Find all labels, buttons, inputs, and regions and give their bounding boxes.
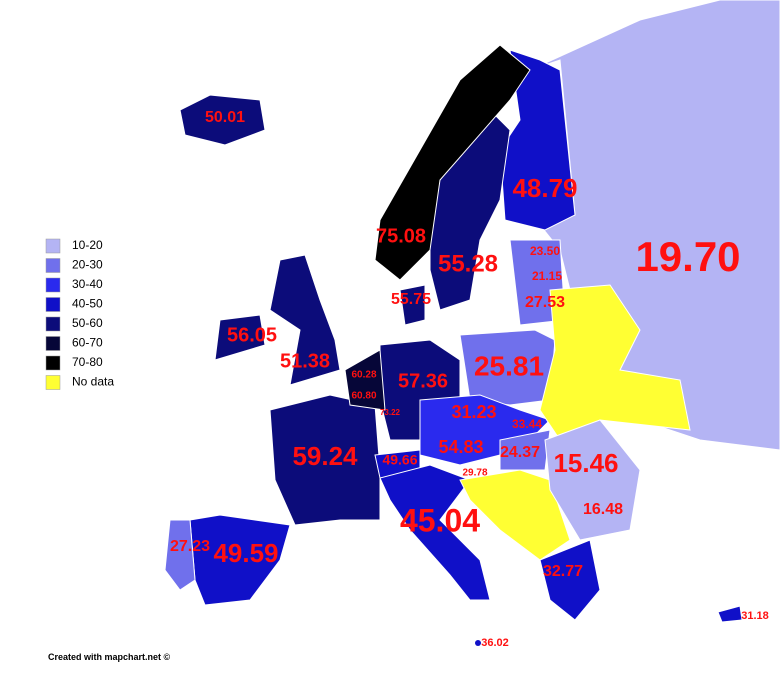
legend-swatch <box>45 355 61 371</box>
value-label: 59.24 <box>292 441 358 471</box>
credit: Created with mapchart.net © <box>48 652 171 662</box>
portugal <box>164 519 196 591</box>
belarus-ukraine <box>539 284 691 441</box>
value-label: 49.59 <box>213 538 278 568</box>
value-label: 32.77 <box>543 563 583 580</box>
legend-swatch <box>45 238 61 254</box>
value-label: 24.37 <box>500 444 540 461</box>
iceland <box>179 94 266 146</box>
value-label: 60.28 <box>351 370 376 381</box>
value-label: 19.70 <box>635 233 740 280</box>
countries <box>164 0 780 646</box>
legend-swatch <box>45 258 61 273</box>
value-label: 73.22 <box>380 408 401 417</box>
italy <box>379 464 491 601</box>
value-label: 23.50 <box>530 244 560 258</box>
value-label: 55.75 <box>391 291 431 308</box>
hungary <box>499 429 551 471</box>
finland <box>499 49 576 231</box>
legend-label: No data <box>72 375 114 389</box>
legend-label: 50-60 <box>72 316 103 330</box>
france <box>269 394 381 526</box>
legend-label: 70-80 <box>72 355 103 369</box>
benelux <box>344 349 386 411</box>
value-label: 27.53 <box>525 294 565 311</box>
value-label: 27.23 <box>170 538 210 555</box>
greece <box>539 539 601 621</box>
value-label: 49.66 <box>382 452 417 468</box>
value-label: 31.23 <box>451 402 496 422</box>
legend-label: 30-40 <box>72 277 103 291</box>
value-label: 16.48 <box>583 501 623 518</box>
value-labels: 50.01 48.79 75.08 55.28 19.70 23.50 21.15 27.53… <box>170 109 769 649</box>
value-label: 33.44 <box>512 417 542 431</box>
norway <box>374 44 531 281</box>
denmark <box>399 284 426 326</box>
spain <box>189 514 291 606</box>
value-label: 15.46 <box>553 448 618 478</box>
legend: 10-20 20-30 30-40 40-50 50-60 60-70 70-80 No da… <box>45 238 114 390</box>
legend-swatch <box>45 336 61 351</box>
legend-swatch <box>45 277 61 293</box>
value-label: 48.79 <box>512 173 577 203</box>
value-label: 50.01 <box>205 109 245 126</box>
legend-label: 60-70 <box>72 336 103 350</box>
value-label: 60.80 <box>351 391 376 402</box>
ireland <box>214 314 266 361</box>
value-label: 45.04 <box>400 502 480 538</box>
value-label: 55.28 <box>438 250 498 277</box>
legend-swatch <box>45 297 61 312</box>
value-label: 25.81 <box>474 350 544 381</box>
legend-label: 10-20 <box>72 238 103 252</box>
cyprus <box>717 605 743 623</box>
value-label: 29.78 <box>462 468 487 479</box>
value-label: 31.18 <box>741 610 769 622</box>
uk <box>269 254 341 386</box>
balkans <box>459 469 571 561</box>
value-label: 51.38 <box>280 350 330 372</box>
malta <box>475 640 481 646</box>
legend-label: 40-50 <box>72 297 103 311</box>
romania-bulgaria <box>544 419 641 541</box>
legend-swatch <box>45 375 61 390</box>
legend-label: 20-30 <box>72 258 103 272</box>
value-label: 36.02 <box>481 637 509 649</box>
value-label: 21.15 <box>532 269 562 283</box>
value-label: 54.83 <box>438 437 483 457</box>
value-label: 75.08 <box>376 225 426 247</box>
legend-swatch <box>45 316 61 332</box>
value-label: 57.36 <box>398 370 448 392</box>
value-label: 56.05 <box>227 324 277 346</box>
